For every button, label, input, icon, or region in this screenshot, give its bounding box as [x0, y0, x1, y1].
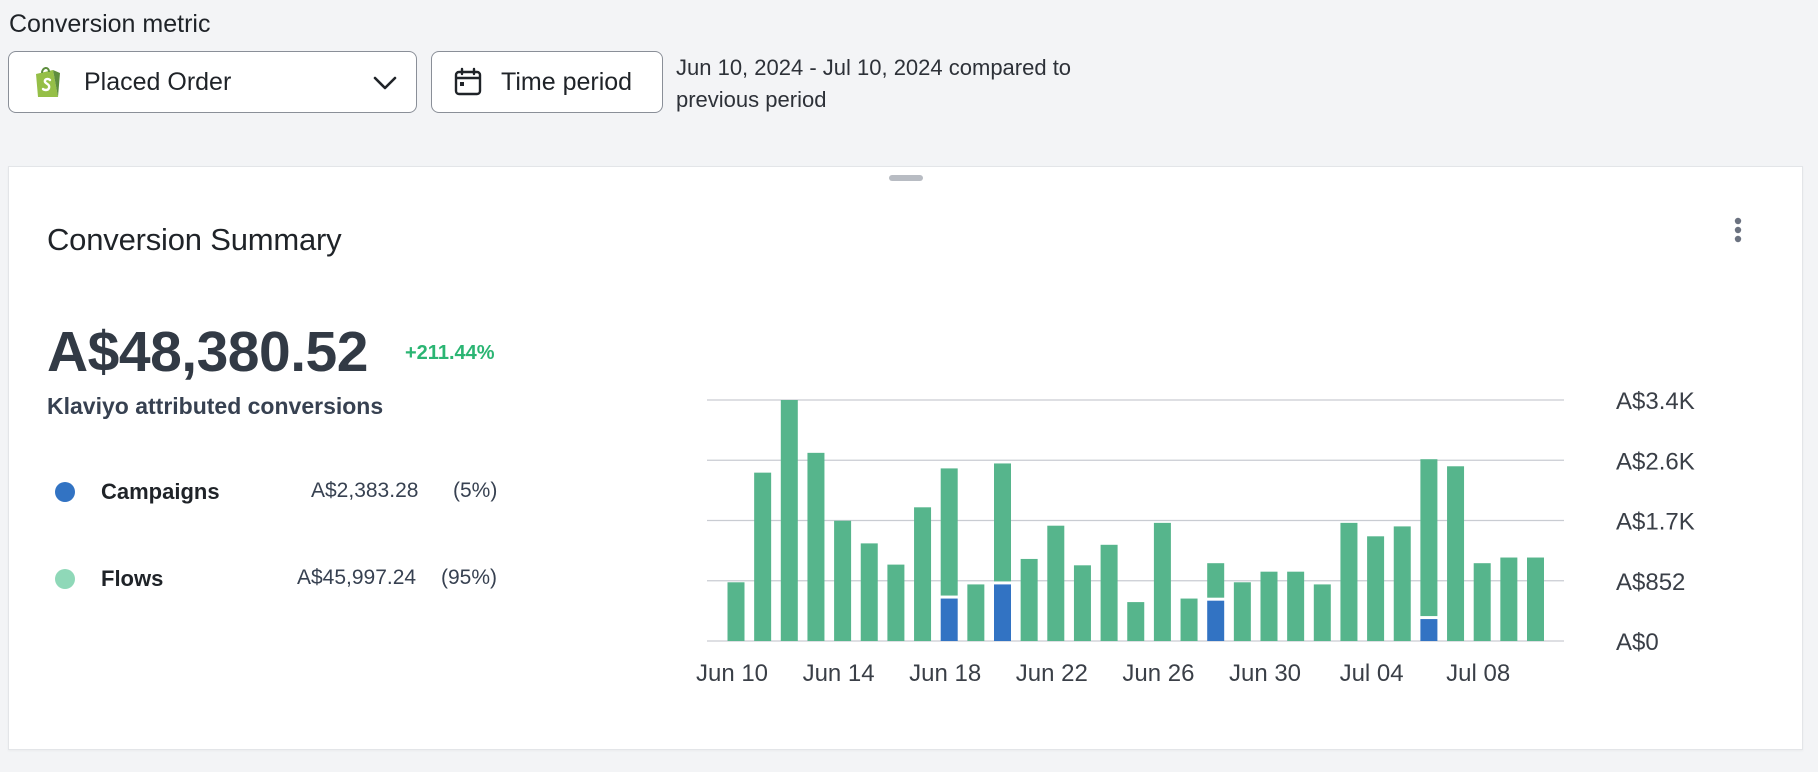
legend-percent: (95%)	[441, 566, 498, 589]
legend-name: Campaigns	[101, 479, 220, 504]
campaigns-bar	[1207, 600, 1225, 641]
date-range-line-1: Jun 10, 2024 - Jul 10, 2024 compared to	[676, 55, 1072, 80]
y-tick-label: A$1.7K	[1616, 509, 1695, 536]
legend-item-flows: Flows A$45,997.24 (95%)	[47, 564, 507, 594]
flows-bar	[1207, 563, 1225, 598]
flows-bar	[1180, 598, 1198, 641]
time-period-label: Time period	[501, 67, 633, 96]
legend-amount: A$45,997.24	[297, 566, 417, 589]
flows-bar	[727, 582, 745, 641]
flows-color-dot	[55, 569, 75, 589]
total-caption: Klaviyo attributed conversions	[47, 393, 384, 419]
flows-bar	[834, 520, 852, 641]
flows-bar	[967, 584, 985, 641]
metric-select-value: Placed Order	[84, 67, 232, 96]
flows-bar	[1473, 563, 1491, 641]
legend-item-campaigns: Campaigns A$2,383.28 (5%)	[47, 477, 507, 507]
y-tick-label: A$2.6K	[1616, 448, 1695, 475]
flows-bar	[1233, 582, 1251, 641]
campaigns-bar	[994, 584, 1011, 641]
legend-percent: (5%)	[453, 479, 498, 502]
x-tick-label: Jun 18	[909, 660, 981, 687]
flows-bar	[1153, 522, 1171, 641]
conversion-bar-chart: A$0 A$852 A$1.7K A$2.6K A$3.4K Jun 10 Jun 14 Ju…	[696, 388, 1695, 687]
flows-bar	[1500, 557, 1518, 641]
chevron-down-icon	[372, 72, 398, 94]
flows-bar	[1313, 584, 1331, 641]
flows-bar	[860, 543, 878, 641]
flows-bar	[1367, 536, 1385, 641]
total-conversions-value: A$48,380.52	[47, 320, 368, 384]
drag-handle[interactable]	[889, 175, 923, 181]
y-tick-label: A$852	[1616, 569, 1685, 596]
more-options-icon[interactable]	[1728, 213, 1748, 249]
x-tick-label: Jun 10	[696, 660, 768, 687]
flows-bar	[1393, 526, 1411, 641]
campaigns-color-dot	[55, 482, 75, 502]
flows-bar	[1073, 565, 1091, 641]
flows-bar	[940, 468, 958, 596]
date-range-line-2: previous period	[676, 87, 827, 112]
flows-bar	[1100, 544, 1118, 641]
flows-bar	[994, 463, 1011, 582]
flows-bar	[1047, 525, 1065, 641]
conversion-metric-label: Conversion metric	[9, 10, 211, 38]
x-tick-label: Jun 26	[1122, 660, 1194, 687]
flows-bar	[807, 452, 825, 641]
flows-bar	[1260, 571, 1278, 641]
flows-bar	[1447, 466, 1465, 641]
flows-bar	[914, 507, 932, 641]
flows-bar	[1527, 557, 1544, 641]
calendar-icon	[453, 67, 483, 97]
card-title: Conversion Summary	[47, 222, 342, 257]
flows-bar	[1340, 522, 1358, 641]
flows-bar	[780, 400, 798, 641]
flows-bar	[1287, 571, 1305, 641]
campaigns-bar	[940, 598, 958, 641]
x-tick-label: Jun 22	[1016, 660, 1088, 687]
flows-bar	[1420, 459, 1438, 617]
x-tick-label: Jun 14	[803, 660, 875, 687]
conversion-metric-select[interactable]: Placed Order	[8, 51, 417, 113]
shopify-icon	[32, 65, 64, 99]
legend-amount: A$2,383.28	[311, 479, 419, 502]
flows-bar	[754, 472, 772, 641]
time-period-button[interactable]: Time period	[431, 51, 663, 113]
y-tick-label: A$0	[1616, 629, 1659, 656]
total-change-badge: +211.44%	[405, 342, 495, 364]
flows-bar	[1127, 602, 1145, 641]
conversion-summary-card: Conversion Summary A$48,380.52 +211.44% …	[8, 166, 1803, 750]
flows-bar	[887, 564, 905, 641]
x-tick-label: Jul 08	[1446, 660, 1510, 687]
flows-bar	[1020, 558, 1038, 641]
legend-name: Flows	[101, 566, 164, 591]
x-tick-label: Jul 04	[1340, 660, 1404, 687]
y-tick-label: A$3.4K	[1616, 388, 1695, 415]
date-range-text: Jun 10, 2024 - Jul 10, 2024 compared to …	[676, 52, 1116, 116]
campaigns-bar	[1420, 619, 1438, 641]
x-tick-label: Jun 30	[1229, 660, 1301, 687]
